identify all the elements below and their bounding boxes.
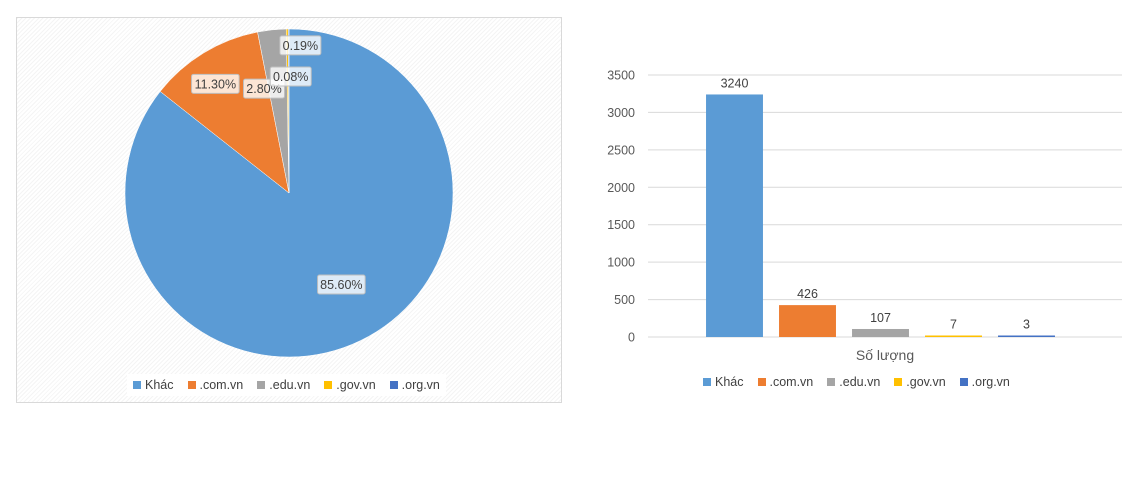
pie-data-label-com-vn: 11.30% [191, 73, 240, 94]
pie-legend-item-kh-c: Khác [133, 378, 174, 392]
bar-chart-panel: 0 500 1000 1500 2000 2500 3000 3500 3240 426 107 7 3… [585, 17, 1130, 403]
pie-data-label-kh-c: 85.60% [317, 274, 366, 295]
pie-data-label-gov-vn: 0.19% [279, 35, 322, 56]
pie-legend-item-org-vn: .org.vn [389, 378, 440, 392]
legend-swatch [757, 378, 766, 386]
y-tick-label: 3500 [607, 69, 635, 83]
legend-swatch [324, 381, 333, 389]
legend-swatch [894, 378, 903, 386]
y-tick-label: 2000 [607, 181, 635, 195]
legend-swatch [133, 381, 141, 389]
bar-data-label-kh-c: 3240 [721, 76, 749, 90]
bar-data-label-edu-vn: 107 [870, 311, 891, 325]
bar-data-label-org-vn: 3 [1023, 318, 1030, 332]
legend-swatch [959, 378, 968, 386]
bar-edu-vn [852, 328, 909, 337]
bar-legend-item-gov-vn: .gov.vn [894, 375, 946, 389]
legend-label: .org.vn [971, 375, 1010, 389]
y-tick-label: 1000 [607, 256, 635, 270]
legend-label: .com.vn [199, 378, 244, 392]
legend-swatch [187, 381, 196, 389]
pie-chart: 85.60%11.30% 2.80%0.19%0.08% [124, 28, 454, 358]
pie-legend-item-com-vn: .com.vn [187, 378, 244, 392]
bar-chart: 0 500 1000 1500 2000 2500 3000 3500 3240 426 107 7 3… [607, 69, 1122, 363]
y-tick-label: 500 [614, 293, 635, 307]
y-tick-label: 0 [628, 331, 635, 345]
legend-swatch [827, 378, 836, 386]
legend-swatch [389, 381, 398, 389]
svg-text:0.19%: 0.19% [283, 39, 318, 53]
bar-legend: Khác .com.vn .edu.vn .gov.vn .org.vn [703, 375, 1010, 389]
bar-kh-c [706, 94, 763, 337]
legend-label: .org.vn [401, 378, 440, 392]
pie-data-label-org-vn: 0.08% [269, 66, 312, 87]
pie-legend-item-edu-vn: .edu.vn [257, 378, 310, 392]
bar-legend-item-com-vn: .com.vn [757, 375, 814, 389]
bar-data-label-com-vn: 426 [797, 287, 818, 301]
svg-text:85.60%: 85.60% [320, 278, 362, 292]
pie-slice-com-vn [159, 31, 290, 194]
bar-com-vn [779, 305, 836, 337]
pie-legend-item-gov-vn: .gov.vn [324, 378, 376, 392]
pie-chart-panel: 85.60% 11.30% 2.80% 0.19% 0.08% Khác .com.vn.… [16, 17, 562, 403]
bar-org-vn [998, 335, 1055, 337]
legend-label: .com.vn [769, 375, 814, 389]
y-tick-label: 2500 [607, 143, 635, 157]
svg-text:11.30%: 11.30% [195, 77, 236, 91]
y-tick-label: 3000 [607, 106, 635, 120]
legend-swatch [257, 381, 266, 389]
legend-label: .edu.vn [269, 378, 311, 392]
bar-legend-item-kh-c: Khác [703, 375, 744, 389]
legend-label: .gov.vn [906, 375, 946, 389]
bar-data-label-gov-vn: 7 [950, 318, 957, 332]
legend-swatch [703, 378, 711, 386]
x-axis-label: Số lượng [856, 347, 914, 363]
bar-gov-vn [925, 335, 982, 337]
y-tick-label: 1500 [607, 218, 635, 232]
svg-text:0.08%: 0.08% [273, 70, 308, 84]
bar-legend-item-edu-vn: .edu.vn [827, 375, 880, 389]
legend-label: .edu.vn [839, 375, 881, 389]
legend-label: .gov.vn [336, 378, 376, 392]
pie-legend: Khác .com.vn .edu.vn .gov.vn .org.vn [127, 374, 446, 396]
legend-label: Khác [715, 375, 744, 389]
bar-legend-item-org-vn: .org.vn [959, 375, 1010, 389]
legend-label: Khác [145, 378, 174, 392]
